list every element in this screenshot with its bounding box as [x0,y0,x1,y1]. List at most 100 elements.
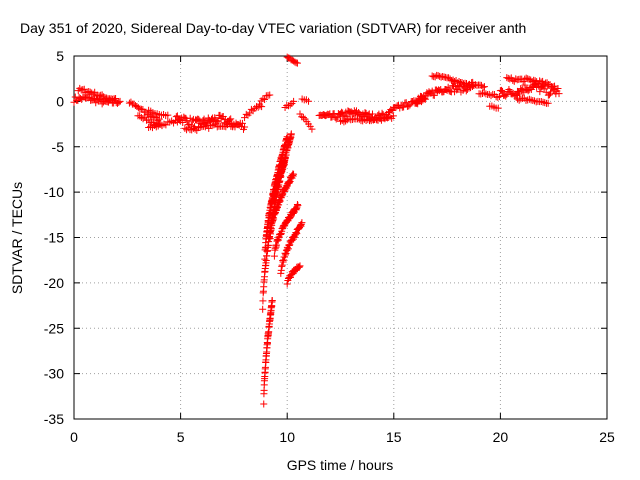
chart-title: Day 351 of 2020, Sidereal Day-to-day VTE… [20,20,526,36]
data-point [496,93,504,101]
data-point [511,91,519,99]
data-point [88,89,96,97]
data-point [103,94,111,102]
data-point [527,96,535,104]
data-point [173,112,181,120]
data-point [298,219,306,227]
y-tick-label: -5 [52,139,65,155]
data-point [371,115,379,123]
y-tick-label: -25 [44,320,64,336]
data-point [188,117,196,125]
data-point [467,82,475,90]
data-point [547,89,555,97]
data-point [293,59,301,67]
data-point [482,90,490,98]
data-point [299,114,307,122]
data-point [536,88,544,96]
data-point [116,97,124,105]
data-point [446,75,454,83]
data-point [468,83,476,91]
data-point [487,92,495,100]
y-tick-label: -35 [44,411,64,427]
data-point [549,83,557,91]
data-point [268,297,276,305]
data-point [191,125,199,133]
data-point [247,105,255,113]
y-tick-label: -30 [44,366,64,382]
data-point [287,130,295,138]
data-point [225,120,233,128]
data-point [286,101,294,109]
data-point [266,91,274,99]
data-point [381,115,389,123]
data-point [480,89,488,97]
data-point [384,113,392,121]
data-point [305,97,313,105]
data-point [555,90,563,98]
data-point [134,104,142,112]
data-point [509,76,517,84]
y-tick-label: 0 [56,93,64,109]
data-points [70,53,563,408]
data-point [259,305,267,313]
data-point [260,400,268,408]
data-point [545,91,553,99]
data-point [449,76,457,84]
data-point [295,263,303,271]
x-axis-label: GPS time / hours [287,457,394,473]
data-point [551,82,559,90]
x-tick-label: 15 [386,429,402,445]
data-point [283,280,291,288]
data-point [76,84,84,92]
data-point [242,110,250,118]
data-point [338,117,346,125]
data-point [80,85,88,93]
data-point [494,93,502,101]
data-point [139,115,147,123]
data-point [208,122,216,130]
y-tick-label: -10 [44,184,64,200]
data-point [405,102,413,110]
data-point [251,104,259,112]
data-point [400,103,408,111]
data-point [290,97,298,105]
data-point [378,109,386,117]
data-point [136,112,144,120]
data-point [497,86,505,94]
data-point [261,255,269,263]
data-point [462,87,470,95]
data-point [283,133,291,141]
data-point [522,74,530,82]
data-point [434,72,442,80]
data-point [524,75,532,83]
data-point [259,95,267,103]
data-point [494,104,502,112]
data-point [530,76,538,84]
data-point [541,99,549,107]
data-point [281,155,289,163]
y-tick-label: 5 [56,48,64,64]
data-point [517,95,525,103]
data-point [480,83,488,91]
data-point [262,243,270,251]
data-point [227,115,235,123]
x-tick-label: 25 [599,429,615,445]
data-point [525,95,533,103]
data-point [367,117,375,125]
x-tick-label: 5 [177,429,185,445]
data-point [504,74,512,82]
data-point [544,99,552,107]
y-tick-label: -15 [44,230,64,246]
data-point [458,78,466,86]
data-point [164,111,172,119]
data-point [238,119,246,127]
data-point [141,113,149,121]
data-point [389,112,397,120]
data-point [254,103,262,111]
data-point [261,95,269,103]
data-point [224,121,232,129]
data-point [539,77,547,85]
data-point [255,100,263,108]
data-point [259,297,267,305]
